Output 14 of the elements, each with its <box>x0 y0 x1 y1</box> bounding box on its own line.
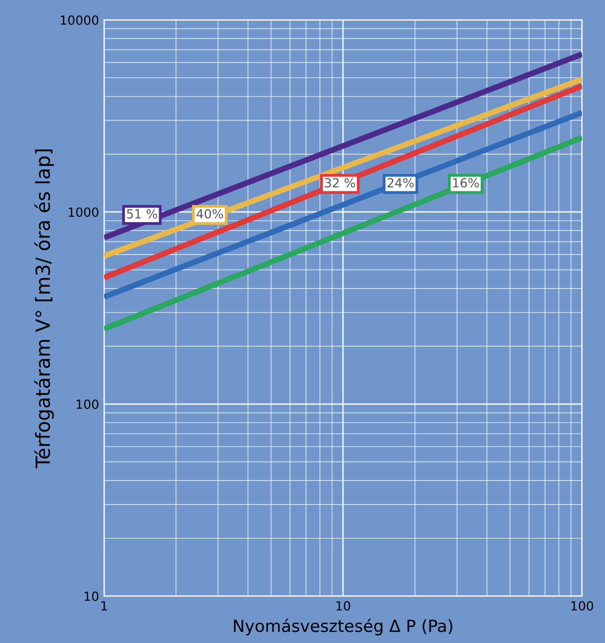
annotation: 51 % <box>126 209 158 219</box>
x-tick-label: 100 <box>571 601 594 611</box>
annotation: 16% <box>453 178 479 188</box>
y-tick-label: 10000 <box>60 15 98 25</box>
x-axis-title: Nyomásveszteség Δ P (Pa) <box>234 618 452 636</box>
annotation: 40% <box>196 209 224 219</box>
y-tick-label: 100 <box>76 399 98 409</box>
annotation: 32 % <box>324 178 356 188</box>
y-tick-label: 10 <box>84 592 98 601</box>
x-tick-label: 10 <box>336 601 350 611</box>
annotation: 24% <box>388 178 414 188</box>
y-axis-title: Térfogatáram V° [m3/ óra és lap] <box>34 149 54 468</box>
y-tick-label: 1000 <box>68 207 98 217</box>
x-tick-label: 1 <box>101 601 107 610</box>
